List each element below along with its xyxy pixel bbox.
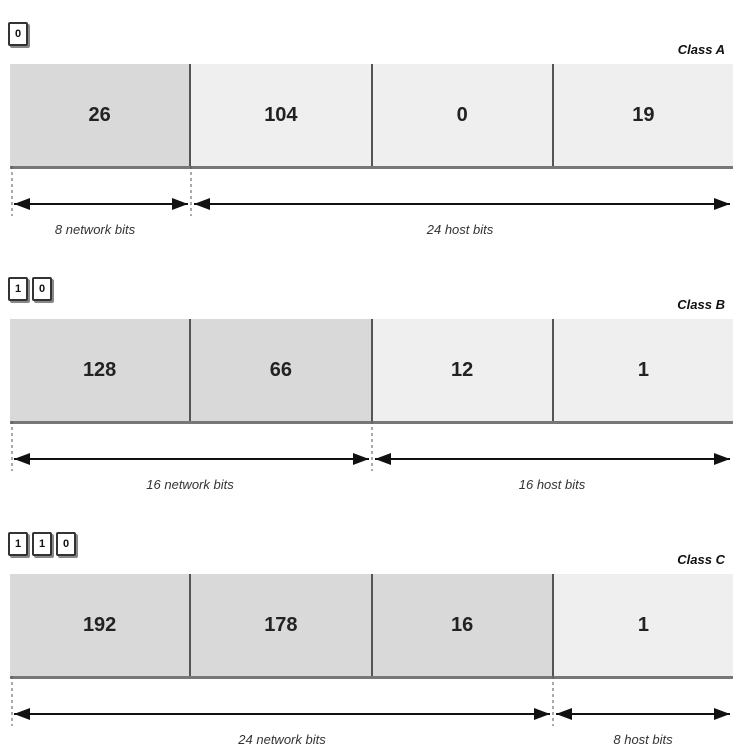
network-arrow-right-head <box>353 453 369 465</box>
network-arrow-left-head <box>14 453 30 465</box>
host-bits-label: 8 host bits <box>613 732 673 747</box>
network-arrow-left-head <box>14 708 30 720</box>
host-arrow-left-head <box>194 198 210 210</box>
address-octets: 192 178 16 1 <box>10 574 733 679</box>
bit-span-arrows <box>11 421 730 471</box>
octet-3: 12 <box>372 319 554 421</box>
octet-2: 104 <box>191 64 373 166</box>
host-arrow-right-head <box>714 708 730 720</box>
octet-4: 1 <box>553 319 733 421</box>
octet-4: 19 <box>553 64 733 166</box>
address-octets: 26 104 0 19 <box>10 64 733 169</box>
network-bits-label: 24 network bits <box>238 732 326 747</box>
host-arrow-right-head <box>714 453 730 465</box>
bit-span-arrows <box>11 676 730 726</box>
network-bits-label: 8 network bits <box>54 222 136 237</box>
address-octets: 128 66 12 1 <box>10 319 733 424</box>
octet-2: 66 <box>191 319 373 421</box>
octet-4: 1 <box>553 574 733 676</box>
class-c-diagram: 1 1 0 Class C 192 178 16 1 24 network bi… <box>0 510 733 750</box>
network-arrow-right-head <box>172 198 188 210</box>
host-arrow-right-head <box>714 198 730 210</box>
leading-bits: 1 0 <box>8 277 52 301</box>
class-label: Class A <box>677 42 725 57</box>
octet-1: 192 <box>10 574 192 676</box>
class-a-diagram: 0 Class A 26 104 0 19 8 network bits 24 … <box>0 0 733 240</box>
class-label: Class B <box>677 297 725 312</box>
leading-bit-box: 0 <box>8 22 28 46</box>
leading-bits: 1 1 0 <box>8 532 76 556</box>
bit-span-arrows <box>11 166 730 216</box>
host-arrow-left-head <box>556 708 572 720</box>
class-b-diagram: 1 0 Class B 128 66 12 1 16 network bits … <box>0 255 733 495</box>
class-label: Class C <box>677 552 725 567</box>
octet-2: 178 <box>191 574 373 676</box>
leading-bit-box: 1 <box>32 532 52 556</box>
network-bits-label: 16 network bits <box>146 477 234 492</box>
host-bits-label: 24 host bits <box>426 222 494 237</box>
leading-bit-box: 0 <box>32 277 52 301</box>
octet-3: 16 <box>372 574 554 676</box>
octet-1: 26 <box>10 64 192 166</box>
leading-bits: 0 <box>8 22 28 46</box>
network-arrow-right-head <box>534 708 550 720</box>
octet-3: 0 <box>372 64 554 166</box>
host-bits-label: 16 host bits <box>518 477 586 492</box>
leading-bit-box: 0 <box>56 532 76 556</box>
octet-1: 128 <box>10 319 192 421</box>
leading-bit-box: 1 <box>8 277 28 301</box>
leading-bit-box: 1 <box>8 532 28 556</box>
network-arrow-left-head <box>14 198 30 210</box>
host-arrow-left-head <box>375 453 391 465</box>
